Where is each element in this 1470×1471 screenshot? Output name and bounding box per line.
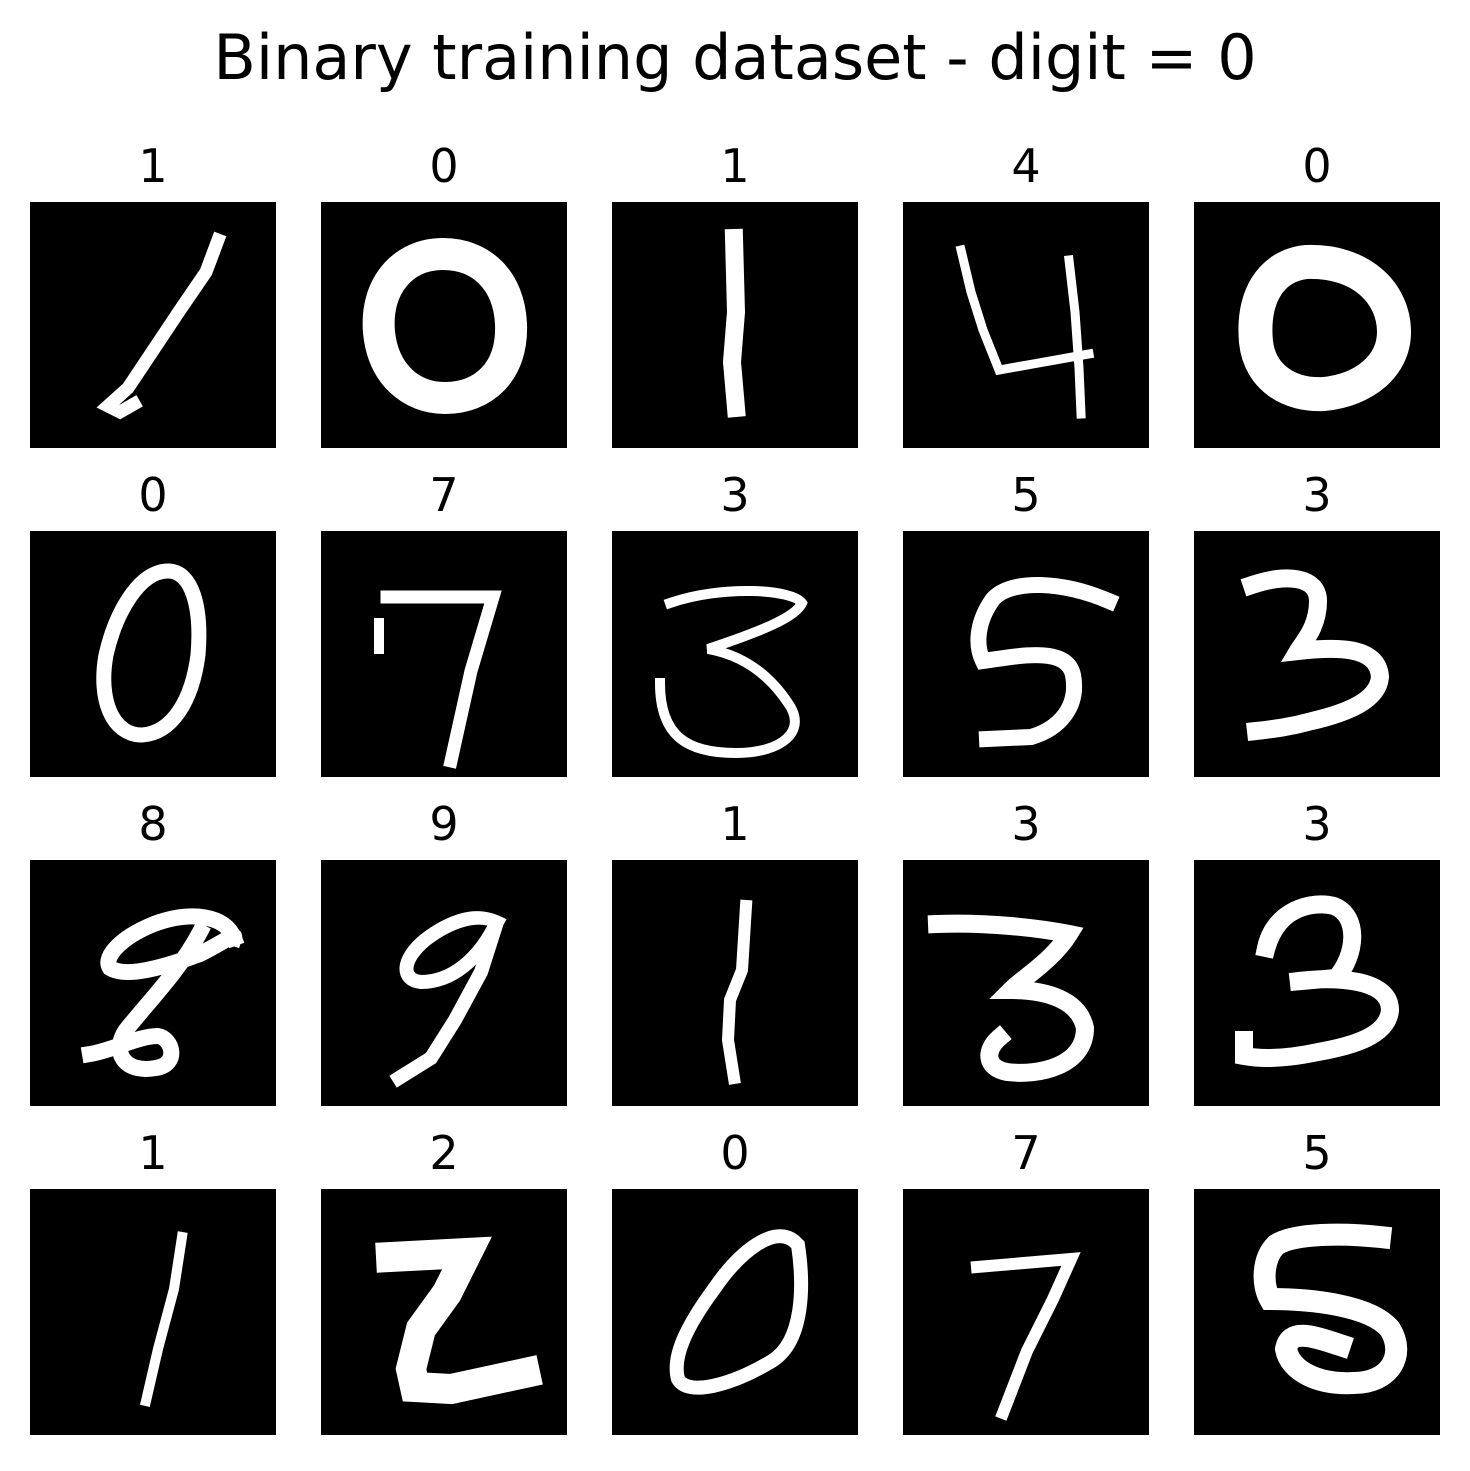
sample-label: 9	[429, 797, 459, 851]
sample-cell: 9	[321, 797, 567, 1106]
sample-label: 1	[138, 139, 168, 193]
digit-image	[1194, 860, 1440, 1106]
handwritten-7-icon	[374, 590, 502, 769]
sample-cell: 0	[321, 139, 567, 448]
digit-image	[903, 1189, 1149, 1435]
handwritten-0-icon	[362, 237, 528, 415]
digit-image	[321, 202, 567, 448]
digit-image	[612, 1189, 858, 1435]
sample-label: 0	[720, 1126, 750, 1180]
sample-cell: 1	[612, 797, 858, 1106]
sample-label: 3	[1302, 468, 1332, 522]
sample-label: 7	[429, 468, 459, 522]
sample-cell: 0	[1194, 139, 1440, 448]
digit-image	[1194, 531, 1440, 777]
digit-image	[1194, 202, 1440, 448]
digit-image	[1194, 1189, 1440, 1435]
handwritten-3-icon	[927, 914, 1095, 1082]
digit-image	[903, 860, 1149, 1106]
sample-cell: 7	[903, 1126, 1149, 1435]
sample-label: 0	[1302, 139, 1332, 193]
sample-label: 5	[1011, 468, 1041, 522]
handwritten-0-icon	[96, 563, 207, 743]
digit-image	[903, 531, 1149, 777]
digit-image	[30, 531, 276, 777]
sample-label: 7	[1011, 1126, 1041, 1180]
digit-image	[321, 1189, 567, 1435]
sample-label: 0	[138, 468, 168, 522]
digit-image	[321, 531, 567, 777]
sample-cell: 0	[30, 468, 276, 777]
handwritten-0-icon	[669, 1229, 809, 1395]
sample-cell: 5	[1194, 1126, 1440, 1435]
handwritten-1-icon	[96, 231, 227, 420]
sample-cell: 3	[1194, 468, 1440, 777]
sample-label: 1	[720, 139, 750, 193]
sample-label: 0	[429, 139, 459, 193]
sample-label: 2	[429, 1126, 459, 1180]
sample-label: 3	[720, 468, 750, 522]
sample-cell: 3	[1194, 797, 1440, 1106]
digit-image	[30, 1189, 276, 1435]
sample-label: 3	[1302, 797, 1332, 851]
handwritten-3-icon	[1240, 569, 1390, 741]
sample-cell: 3	[612, 468, 858, 777]
handwritten-5-icon	[1253, 1223, 1408, 1395]
sample-cell: 7	[321, 468, 567, 777]
sample-cell: 1	[30, 1126, 276, 1435]
sample-label: 1	[138, 1126, 168, 1180]
digit-image	[321, 860, 567, 1106]
sample-cell: 0	[612, 1126, 858, 1435]
sample-cell: 3	[903, 797, 1149, 1106]
digit-image	[612, 531, 858, 777]
handwritten-4-icon	[955, 244, 1095, 419]
sample-cell: 1	[30, 139, 276, 448]
digit-image	[612, 202, 858, 448]
sample-cell: 2	[321, 1126, 567, 1435]
handwritten-0-icon	[1238, 244, 1412, 412]
digit-image	[30, 202, 276, 448]
handwritten-1-icon	[721, 899, 753, 1085]
sample-label: 4	[1011, 139, 1041, 193]
sample-label: 8	[138, 797, 168, 851]
digit-image	[903, 202, 1149, 448]
digit-image	[30, 860, 276, 1106]
handwritten-9-icon	[389, 910, 507, 1088]
sample-cell: 4	[903, 139, 1149, 448]
sample-label: 3	[1011, 797, 1041, 851]
sample-cell: 1	[612, 139, 858, 448]
handwritten-3-icon	[1235, 895, 1400, 1068]
handwritten-3-icon	[654, 586, 808, 759]
figure-title: Binary training dataset - digit = 0	[213, 21, 1257, 94]
handwritten-5-icon	[970, 577, 1120, 748]
handwritten-1-icon	[722, 228, 746, 418]
sample-label: 1	[720, 797, 750, 851]
handwritten-2-icon	[375, 1236, 543, 1405]
handwritten-7-icon	[970, 1252, 1081, 1421]
digit-image	[612, 860, 858, 1106]
sample-label: 5	[1302, 1126, 1332, 1180]
handwritten-8-icon	[80, 908, 245, 1077]
sample-cell: 8	[30, 797, 276, 1106]
handwritten-1-icon	[140, 1231, 188, 1407]
sample-cell: 5	[903, 468, 1149, 777]
